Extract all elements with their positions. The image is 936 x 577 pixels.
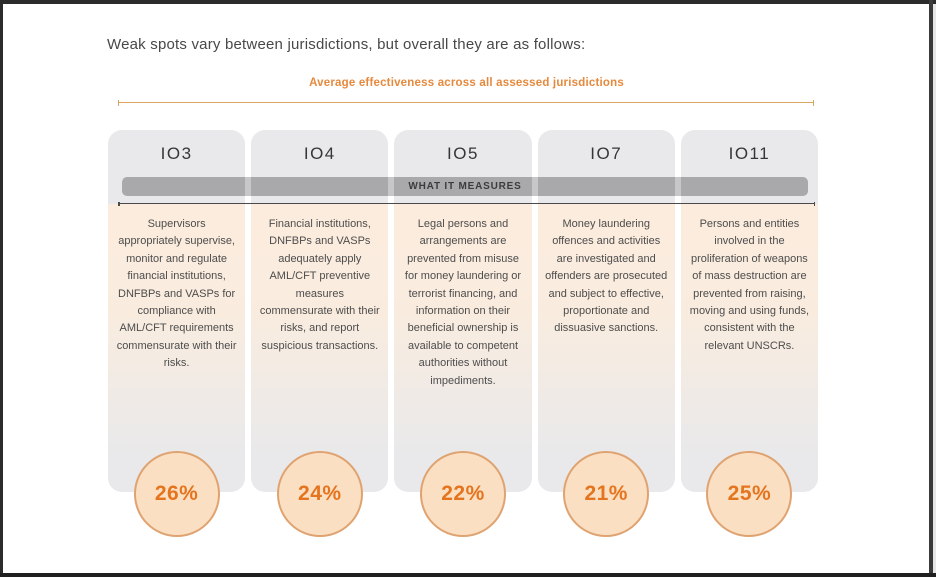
frame-right-border xyxy=(929,0,933,577)
effectiveness-percent-badge: 26% xyxy=(133,451,220,537)
card-gradient xyxy=(251,204,389,492)
chart-title-rule xyxy=(118,100,814,106)
band-divider-line xyxy=(118,202,815,206)
card-gradient xyxy=(537,204,675,492)
io-card-description: Legal persons and arrangements are preve… xyxy=(404,218,522,387)
what-it-measures-band: WHAT IT MEASURES xyxy=(122,177,808,196)
io-card-label: IO7 xyxy=(590,144,623,163)
frame-bottom-border xyxy=(0,573,936,577)
effectiveness-percent-value: 24% xyxy=(298,482,342,505)
io-card-description: Money laundering offences and activities… xyxy=(545,218,668,335)
effectiveness-percent-value: 21% xyxy=(584,482,628,505)
effectiveness-percent-badge: 21% xyxy=(563,451,650,537)
card-gradient xyxy=(108,204,246,492)
card-gradient xyxy=(680,204,819,492)
page-title: Weak spots vary between jurisdictions, b… xyxy=(107,36,586,53)
effectiveness-percent-badge: 22% xyxy=(420,451,506,537)
io-card-label: IO5 xyxy=(447,144,479,163)
io-card-description: Supervisors appropriately supervise, mon… xyxy=(116,218,237,370)
io-card-description: Persons and entities involved in the pro… xyxy=(689,218,810,352)
frame-right-pad xyxy=(933,0,936,577)
chart-title: Average effectiveness across all assesse… xyxy=(309,77,624,89)
effectiveness-percent-value: 26% xyxy=(154,482,199,505)
effectiveness-percent-badge: 24% xyxy=(276,451,363,537)
io-card-label: IO4 xyxy=(303,144,336,163)
io-card-label: IO3 xyxy=(160,144,193,163)
effectiveness-percent-value: 22% xyxy=(441,482,485,505)
io-card-description: Financial institutions, DNFBPs and VASPs… xyxy=(259,218,380,352)
card-gradient xyxy=(394,204,532,492)
frame-top-border xyxy=(0,0,936,4)
effectiveness-percent-badge: 25% xyxy=(706,451,793,537)
io-card-label: IO11 xyxy=(728,144,771,163)
effectiveness-percent-value: 25% xyxy=(727,482,772,505)
what-it-measures-label: WHAT IT MEASURES xyxy=(408,181,522,192)
frame-left-border xyxy=(0,0,3,577)
